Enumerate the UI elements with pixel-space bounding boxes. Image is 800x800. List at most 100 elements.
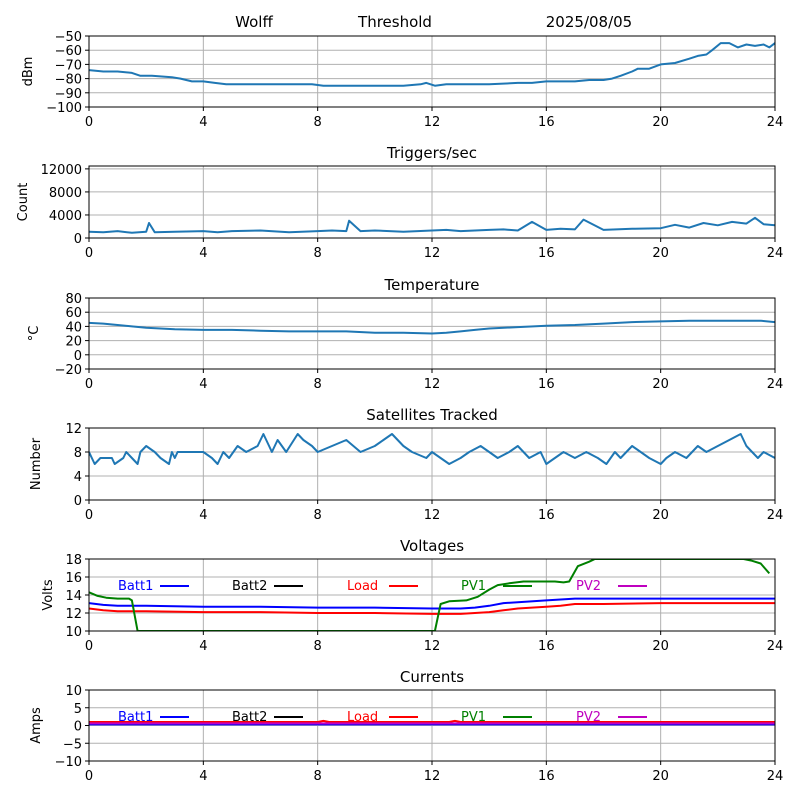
- x-tick-label: 8: [314, 639, 322, 654]
- y-tick-label: −5: [63, 737, 82, 752]
- y-tick-label: −50: [55, 30, 82, 45]
- y-tick-label: 12: [65, 607, 82, 622]
- load-series-line: [89, 719, 775, 723]
- x-tick-label: 16: [538, 377, 555, 392]
- legend-entry-load: Load: [347, 579, 378, 594]
- batt1-series-line: [89, 597, 775, 610]
- x-tick-label: 20: [652, 639, 669, 654]
- panel-title: Satellites Tracked: [366, 406, 497, 424]
- legend-entry-batt1: Batt1: [118, 710, 153, 725]
- figure-header: Wolff Threshold 2025/08/05: [235, 13, 632, 31]
- y-tick-label: 16: [65, 571, 82, 586]
- y-tick-label: 5: [74, 702, 82, 717]
- x-tick-label: 16: [538, 508, 555, 523]
- y-tick-label: −60: [55, 44, 82, 59]
- y-tick-label: 0: [74, 349, 82, 364]
- legend-entry-pv2: PV2: [576, 579, 601, 594]
- y-tick-label: −10: [55, 755, 82, 770]
- x-tick-label: 16: [538, 115, 555, 130]
- x-tick-label: 16: [538, 769, 555, 784]
- y-tick-label: 12: [65, 422, 82, 437]
- y-tick-label: 80: [65, 292, 82, 307]
- x-tick-label: 12: [424, 115, 441, 130]
- header-date: 2025/08/05: [546, 13, 632, 31]
- x-tick-label: 16: [538, 246, 555, 261]
- x-tick-label: 24: [767, 769, 784, 784]
- y-tick-label: 18: [65, 553, 82, 568]
- x-tick-label: 24: [767, 508, 784, 523]
- triggers-series-line: [89, 216, 775, 234]
- y-tick-label: 0: [74, 494, 82, 509]
- legend: Batt1 Batt2 Load PV1 PV2: [118, 710, 647, 725]
- x-tick-label: 20: [652, 246, 669, 261]
- y-tick-label: 20: [65, 335, 82, 350]
- series-group: [89, 42, 775, 87]
- satellites-series-line: [89, 433, 775, 465]
- y-tick-label: 40: [65, 320, 82, 335]
- x-tick-label: 24: [767, 377, 784, 392]
- x-tick-label: 24: [767, 639, 784, 654]
- panel-title: Temperature: [383, 276, 479, 294]
- x-tick-label: 4: [199, 115, 207, 130]
- y-tick-label: 8: [74, 446, 82, 461]
- x-tick-label: 8: [314, 115, 322, 130]
- pv1-series-line: [89, 559, 771, 631]
- y-tick-label: −80: [55, 73, 82, 88]
- legend-entry-pv1: PV1: [461, 710, 486, 725]
- x-tick-label: 0: [85, 769, 93, 784]
- x-tick-label: 16: [538, 639, 555, 654]
- y-tick-label: 0: [74, 232, 82, 247]
- header-site: Wolff: [235, 13, 273, 31]
- x-tick-label: 0: [85, 639, 93, 654]
- series-group: [89, 319, 775, 335]
- threshold-panel: dBm 0 4 8 12 16 20 24 −100−90−80−70−60−50: [21, 30, 783, 130]
- x-tick-label: 0: [85, 246, 93, 261]
- x-tick-label: 4: [199, 377, 207, 392]
- x-tick-label: 4: [199, 508, 207, 523]
- panel-title: Voltages: [400, 537, 464, 555]
- x-tick-label: 24: [767, 115, 784, 130]
- legend-entry-load: Load: [347, 710, 378, 725]
- temperature-series-line: [89, 319, 775, 335]
- y-tick-label: 10: [65, 684, 82, 699]
- voltages-panel: Voltages Volts 0 4 8 12 16 20 24 10 12 14 16 18 Batt…: [41, 537, 783, 654]
- y-tick-label: 60: [65, 306, 82, 321]
- x-tick-label: 4: [199, 246, 207, 261]
- y-tick-label: −20: [55, 363, 82, 378]
- panel-title: Triggers/sec: [386, 144, 477, 162]
- x-tick-label: 4: [199, 769, 207, 784]
- y-tick-label: 10: [65, 625, 82, 640]
- x-tick-label: 20: [652, 115, 669, 130]
- y-tick-label: 0: [74, 720, 82, 735]
- panel-title: Currents: [400, 668, 464, 686]
- y-axis-label: Amps: [29, 707, 44, 744]
- y-axis-label: dBm: [21, 57, 36, 87]
- y-axis-label: °C: [27, 326, 42, 342]
- x-tick-label: 20: [652, 508, 669, 523]
- series-group: [89, 433, 775, 465]
- x-tick-label: 8: [314, 508, 322, 523]
- triggers-panel: Triggers/sec Count 0 4 8 12 16 20 24 0 4000 8000 1…: [16, 144, 783, 261]
- legend: Batt1 Batt2 Load PV1 PV2: [118, 579, 647, 594]
- y-tick-label: 4000: [49, 209, 82, 224]
- x-tick-label: 0: [85, 508, 93, 523]
- x-tick-label: 24: [767, 246, 784, 261]
- series-group: [89, 216, 775, 234]
- x-tick-label: 0: [85, 377, 93, 392]
- threshold-series-line: [89, 42, 775, 87]
- legend-entry-pv1: PV1: [461, 579, 486, 594]
- y-axis-label: Volts: [41, 579, 56, 611]
- y-tick-label: −70: [55, 58, 82, 73]
- legend-entry-pv2: PV2: [576, 710, 601, 725]
- series-group: [89, 559, 775, 631]
- y-tick-label: 12000: [41, 163, 82, 178]
- y-tick-label: 14: [65, 589, 82, 604]
- x-tick-label: 12: [424, 377, 441, 392]
- y-axis-label: Number: [29, 437, 44, 490]
- x-tick-label: 0: [85, 115, 93, 130]
- y-tick-label: 4: [74, 470, 82, 485]
- x-tick-label: 12: [424, 246, 441, 261]
- x-tick-label: 12: [424, 639, 441, 654]
